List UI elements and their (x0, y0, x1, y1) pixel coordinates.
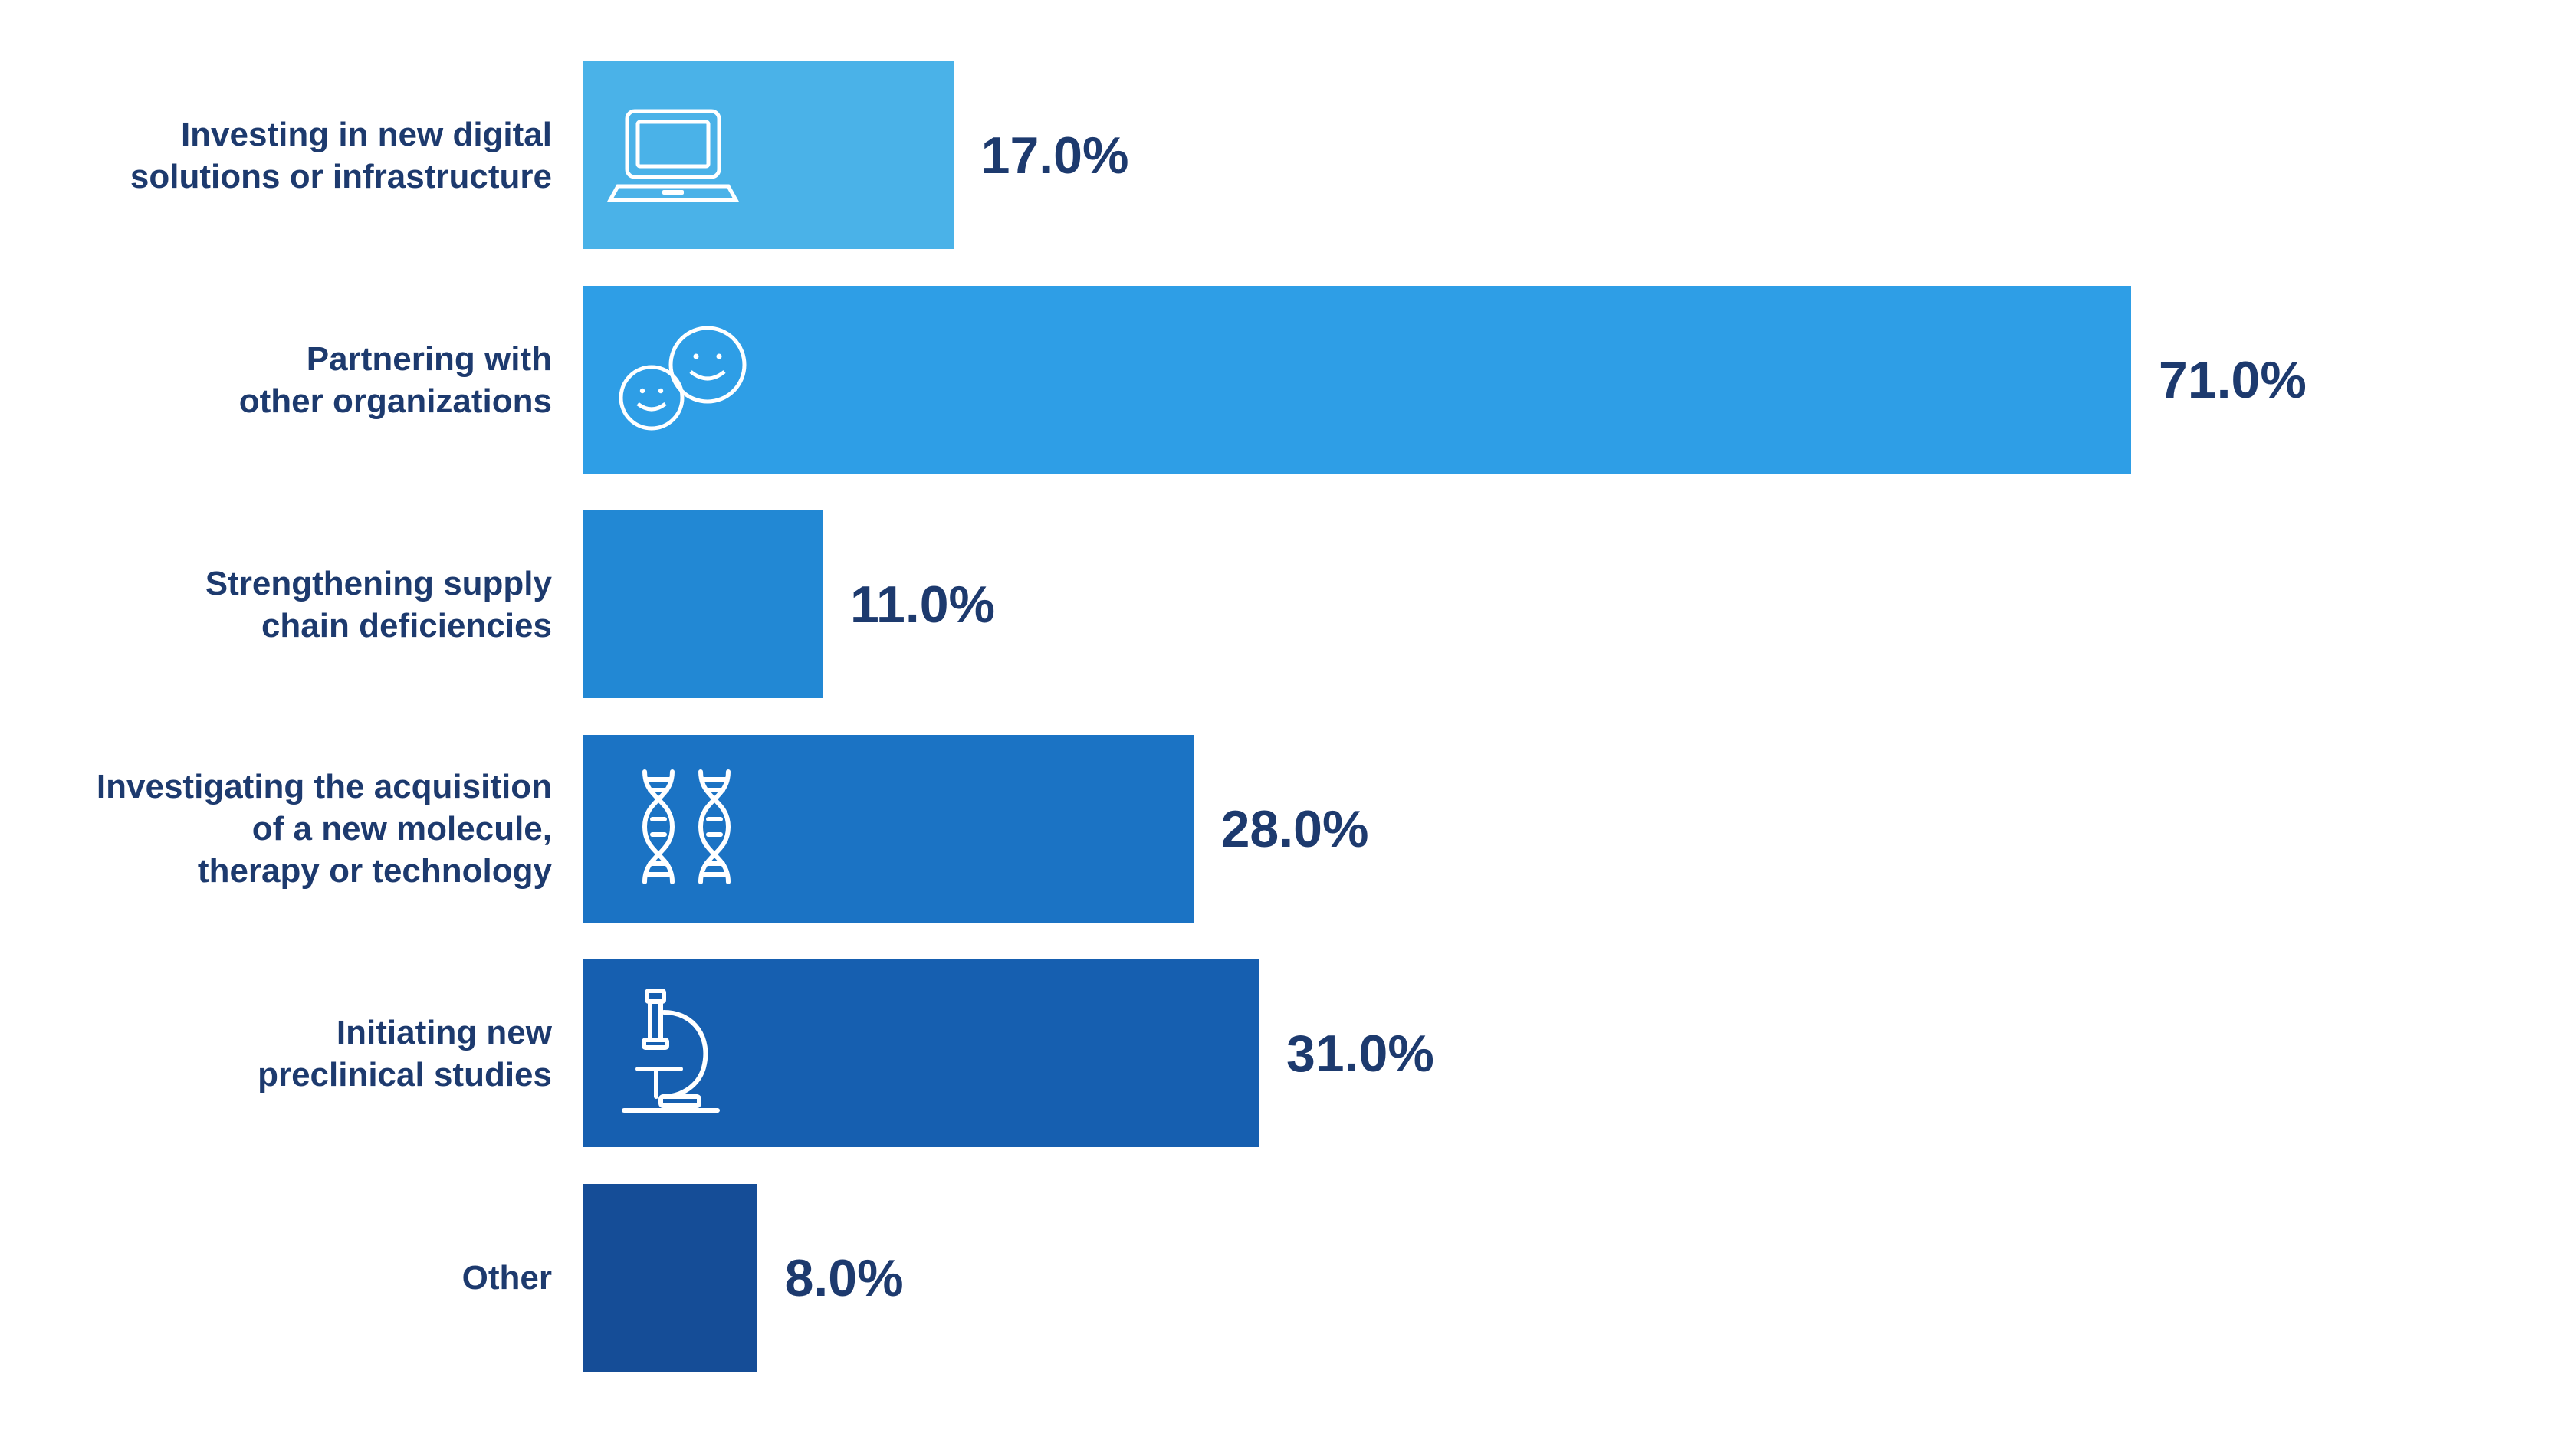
bar-row: Other 8.0% (0, 1184, 2555, 1372)
bar-value: 28.0% (1221, 799, 1369, 859)
label-line: chain deficiencies (261, 607, 552, 644)
label-line: preclinical studies (258, 1056, 552, 1094)
laptop-icon (604, 102, 742, 209)
label-line: Other (462, 1259, 552, 1297)
bar-label: Investigating the acquisition of a new m… (0, 766, 583, 892)
bar-track: 28.0% (583, 735, 2555, 923)
bar-value: 71.0% (2159, 350, 2307, 410)
bar-value: 31.0% (1286, 1024, 1434, 1084)
label-line: Partnering with (307, 340, 552, 378)
label-line: of a new molecule, (252, 810, 552, 848)
bar-track: 11.0% (583, 510, 2555, 698)
bar-fill: 71.0% (583, 286, 2131, 474)
label-line: Strengthening supply (205, 565, 552, 602)
bar-row: Partnering with other organizations (0, 286, 2555, 474)
bar-row: Investing in new digital solutions or in… (0, 61, 2555, 249)
bar-row: Investigating the acquisition of a new m… (0, 735, 2555, 923)
bar-value: 8.0% (785, 1248, 904, 1308)
bar-track: 8.0% (583, 1184, 2555, 1372)
label-line: Investing in new digital (181, 116, 552, 153)
bar-fill: 11.0% (583, 510, 823, 698)
bar-row: Initiating new preclinical studies (0, 959, 2555, 1147)
label-line: therapy or technology (198, 852, 552, 890)
label-line: solutions or infrastructure (130, 158, 552, 195)
bar-track: 71.0% (583, 286, 2555, 474)
bar-track: 31.0% (583, 959, 2555, 1147)
bar-label: Other (0, 1257, 583, 1299)
label-line: other organizations (239, 382, 552, 420)
bar-fill: 28.0% (583, 735, 1194, 923)
bar-label: Partnering with other organizations (0, 338, 583, 422)
dna-icon (604, 764, 750, 894)
horizontal-bar-chart: Investing in new digital solutions or in… (0, 61, 2555, 1372)
bar-label: Initiating new preclinical studies (0, 1012, 583, 1096)
microscope-icon (604, 985, 734, 1123)
bar-label: Strengthening supply chain deficiencies (0, 562, 583, 647)
label-line: Investigating the acquisition (97, 768, 552, 805)
bar-value: 17.0% (981, 126, 1129, 185)
bar-track: 17.0% (583, 61, 2555, 249)
bar-fill: 8.0% (583, 1184, 757, 1372)
bar-row: Strengthening supply chain deficiencies … (0, 510, 2555, 698)
label-line: Initiating new (337, 1014, 552, 1051)
bar-label: Investing in new digital solutions or in… (0, 113, 583, 198)
bar-value: 11.0% (850, 575, 995, 635)
smiles-icon (604, 323, 765, 438)
bar-fill: 17.0% (583, 61, 954, 249)
bar-fill: 31.0% (583, 959, 1259, 1147)
